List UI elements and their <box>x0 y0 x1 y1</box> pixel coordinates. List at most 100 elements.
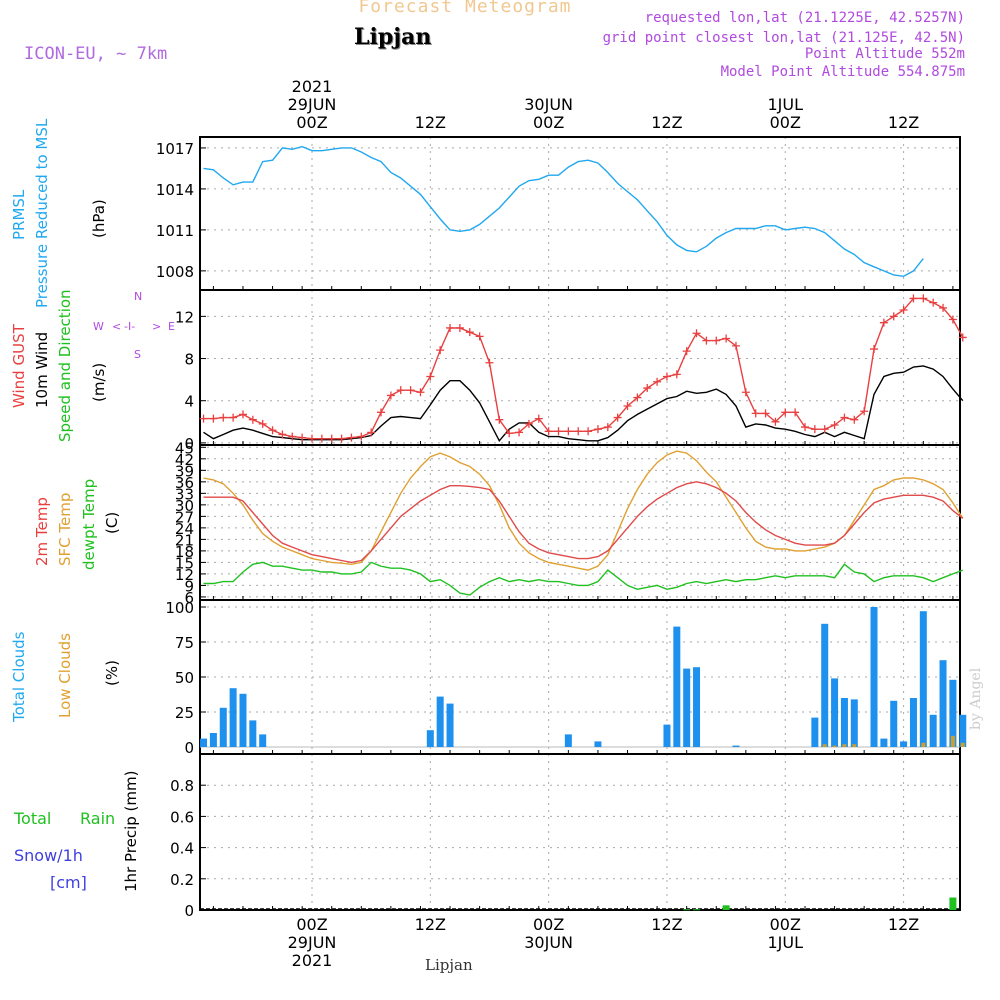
y-tick-label: 1017 <box>156 140 194 158</box>
t2m-line <box>203 481 964 564</box>
x-date-label-top: 29JUN <box>288 95 337 114</box>
y-tick-label: 45 <box>175 439 194 457</box>
gust-marker <box>317 434 326 443</box>
total-cloud-bar <box>959 714 967 747</box>
gust-marker <box>288 432 297 441</box>
gust-marker <box>386 391 395 400</box>
gust-marker <box>712 336 721 345</box>
gust-marker <box>465 328 474 337</box>
y-tick-label: 42 <box>175 451 194 469</box>
gust-marker <box>219 413 228 422</box>
low-cloud-bar <box>950 735 955 747</box>
total-cloud-bar <box>436 696 444 747</box>
wind10m-line <box>203 365 964 443</box>
total-cloud-bar <box>890 700 898 747</box>
gust-marker <box>436 346 445 355</box>
total-cloud-bar <box>840 698 848 747</box>
gust-marker <box>416 388 425 397</box>
x-date-label-bottom: 1JUL <box>768 933 804 952</box>
y-tick-label: 1011 <box>156 222 194 240</box>
gust-marker <box>899 306 908 315</box>
gust-marker <box>653 377 662 386</box>
rain-bar <box>949 897 957 910</box>
y-tick-label: 9 <box>184 577 194 595</box>
gust-marker <box>771 417 780 426</box>
gust-marker <box>268 426 277 435</box>
gust-marker <box>248 415 257 424</box>
y-tick-label: 18 <box>175 543 194 561</box>
panel-frame <box>199 444 961 601</box>
dewpt-line <box>203 561 964 596</box>
gust-marker <box>367 428 376 437</box>
gust-marker <box>327 434 336 443</box>
gust-marker <box>495 415 504 424</box>
y-tick-label: 33 <box>175 485 194 503</box>
gust-marker <box>298 433 307 442</box>
y-tick-label: 27 <box>175 508 194 526</box>
compass-e: E <box>168 320 175 333</box>
x-tick-label-top: 12Z <box>415 113 446 132</box>
gust-marker <box>860 407 869 416</box>
gust-marker <box>505 429 514 438</box>
rain-bar <box>722 905 730 910</box>
total-cloud-bar <box>821 623 829 747</box>
gust-marker <box>593 425 602 434</box>
x-tick-label-bottom: 12Z <box>651 915 682 934</box>
precip-total-label: Total <box>14 809 52 828</box>
gust-marker <box>308 434 316 443</box>
low-cloud-bar <box>852 744 857 747</box>
gust-marker <box>584 427 593 436</box>
compass-w: W <box>93 320 104 333</box>
gust-marker <box>357 432 366 441</box>
low-cloud-bar <box>832 745 837 747</box>
gust-marker <box>801 423 809 432</box>
gust-marker <box>347 433 356 442</box>
gust-marker <box>475 332 484 341</box>
x-year-label-bottom: 2021 <box>292 951 333 970</box>
y-tick-label: 36 <box>175 474 194 492</box>
x-tick-label-bottom: 00Z <box>533 915 564 934</box>
gust-marker <box>820 425 829 434</box>
gust-line <box>203 297 964 440</box>
x-date-label-top: 30JUN <box>524 95 573 114</box>
gust-marker <box>554 427 563 436</box>
pressure-line <box>203 145 924 278</box>
y-tick-label: 0.2 <box>170 871 194 889</box>
gust-marker <box>455 323 464 332</box>
gust-marker <box>426 372 435 381</box>
y-tick-label: 4 <box>184 393 194 411</box>
x-tick-label-bottom: 00Z <box>296 915 327 934</box>
x-tick-label-bottom: 12Z <box>888 915 919 934</box>
y-tick-label: 15 <box>175 554 194 572</box>
requested-coords: requested lon,lat (21.1225E, 42.5257N) <box>644 10 965 26</box>
gust-marker <box>919 294 928 303</box>
precip-rain-label: Rain <box>80 809 116 828</box>
gust-marker <box>692 329 701 338</box>
total-cloud-bar <box>870 607 878 747</box>
gust-marker <box>544 427 553 436</box>
precip-snow-label: Snow/1h <box>14 846 83 865</box>
total-cloud-bar <box>663 724 671 747</box>
gust-marker <box>613 413 622 422</box>
footer-station: Lipjan <box>425 956 473 974</box>
y-tick-label: 100 <box>165 599 194 617</box>
gust-marker <box>238 410 247 419</box>
y-tick-label: 50 <box>175 669 194 687</box>
gust-marker <box>485 358 494 367</box>
compass-arrow-right: > <box>152 320 161 333</box>
y-tick-label: 6 <box>184 589 194 607</box>
grid-point-coords: grid point closest lon,lat (21.125E, 42.… <box>602 30 965 46</box>
compass-s: S <box>134 348 141 361</box>
total-cloud-bar <box>949 679 957 747</box>
gust-marker <box>515 428 524 437</box>
gust-marker <box>850 415 859 424</box>
gust-marker <box>623 401 632 410</box>
total-cloud-bar <box>209 733 217 747</box>
y-tick-label: 24 <box>175 520 194 538</box>
total-cloud-bar <box>909 698 917 747</box>
gust-marker <box>722 334 731 343</box>
gust-marker <box>574 427 583 436</box>
gust-marker <box>879 318 888 327</box>
y-tick-label: 75 <box>175 634 194 652</box>
total-cloud-bar <box>594 741 602 747</box>
